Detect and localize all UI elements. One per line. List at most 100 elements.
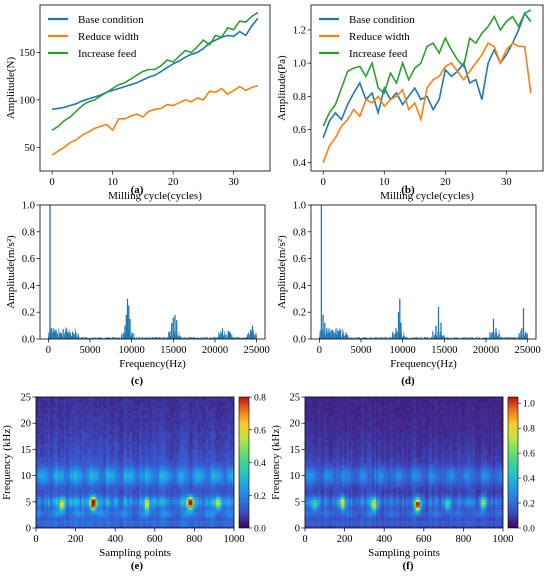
scalogram-cell: [194, 478, 197, 482]
scalogram-cell: [71, 425, 75, 429]
scalogram-cell: [36, 412, 39, 416]
y-axis-label: Amplitude(m/s²): [276, 235, 288, 309]
scalogram-cell: [148, 486, 152, 490]
scalogram-cell: [75, 501, 78, 505]
scalogram-cell: [73, 452, 76, 456]
scalogram-cell: [81, 446, 84, 450]
scalogram-cell: [117, 478, 120, 482]
scalogram-cell: [156, 431, 160, 435]
scalogram-cell: [166, 428, 170, 432]
scalogram-cell: [138, 467, 142, 471]
scalogram-cell: [107, 522, 110, 526]
scalogram-cell: [152, 486, 156, 490]
scalogram-cell: [75, 525, 78, 528]
scalogram-cell: [109, 525, 112, 528]
scalogram-cell: [174, 438, 177, 442]
scalogram-cell: [158, 404, 162, 408]
scalogram-cell: [43, 436, 47, 440]
scalogram-cell: [135, 525, 138, 528]
scalogram-cell: [168, 431, 172, 435]
scalogram-cell: [47, 454, 51, 458]
scalogram-cell: [115, 399, 118, 403]
scalogram-cell: [125, 478, 128, 482]
chart-panel-c: 0 5000 10000 15000 20000 250000.00.20.40.60.8…: [5, 201, 270, 388]
scalogram-cell: [125, 402, 128, 406]
scalogram-cell: [192, 472, 195, 476]
scalogram-cell: [164, 488, 168, 492]
scalogram-cell: [152, 517, 156, 521]
scalogram-cell: [172, 504, 175, 508]
scalogram-cell: [105, 436, 108, 440]
panel-caption: (b): [401, 184, 415, 196]
scalogram-cell: [194, 402, 197, 406]
scalogram-cell: [111, 517, 114, 521]
scalogram-cell: [162, 417, 166, 421]
x-axis-label: Frequency(Hz): [119, 358, 186, 370]
scalogram-cell: [109, 462, 112, 466]
scalogram-cell: [55, 457, 59, 461]
scalogram-cell: [71, 457, 75, 461]
scalogram-cell: [192, 444, 195, 448]
scalogram-cell: [174, 428, 177, 432]
scalogram-cell: [109, 514, 112, 518]
scalogram-cell: [119, 499, 122, 503]
scalogram-cell: [67, 514, 71, 518]
scalogram-cell: [133, 478, 136, 482]
scalogram-cell: [186, 475, 189, 479]
scalogram-cell: [103, 412, 106, 416]
scalogram-cell: [45, 402, 49, 406]
scalogram-cell: [36, 514, 39, 518]
scalogram-cell: [156, 457, 160, 461]
scalogram-cell: [136, 433, 140, 437]
scalogram-cell: [164, 423, 168, 427]
scalogram-cell: [178, 449, 181, 453]
scalogram-cell: [65, 446, 69, 450]
scalogram-cell: [53, 501, 57, 505]
scalogram-cell: [140, 483, 144, 487]
scalogram-cell: [75, 488, 78, 492]
scalogram-cell: [188, 486, 191, 490]
scalogram-cell: [79, 423, 82, 427]
scalogram-cell: [186, 491, 189, 495]
scalogram-cell: [146, 433, 150, 437]
scalogram-cell: [77, 415, 80, 419]
scalogram-cell: [71, 446, 75, 450]
scalogram-cell: [135, 491, 138, 495]
scalogram-cell: [79, 465, 82, 469]
scalogram-cell: [59, 404, 63, 408]
scalogram-cell: [111, 501, 114, 505]
scalogram-cell: [51, 509, 55, 513]
scalogram-cell: [190, 501, 193, 505]
scalogram-cell: [148, 407, 152, 411]
scalogram-cell: [174, 412, 177, 416]
scalogram-cell: [117, 454, 120, 458]
scalogram-cell: [133, 483, 136, 487]
scalogram-cell: [81, 493, 84, 497]
scalogram-cell: [63, 417, 67, 421]
scalogram-cell: [83, 496, 86, 500]
scalogram-cell: [47, 509, 51, 513]
scalogram-cell: [121, 402, 124, 406]
scalogram-cell: [47, 478, 51, 482]
scalogram-cell: [107, 402, 110, 406]
scalogram-cell: [144, 425, 148, 429]
scalogram-cell: [136, 436, 140, 440]
scalogram-cell: [53, 520, 57, 524]
scalogram-cell: [55, 472, 59, 476]
scalogram-cell: [103, 407, 106, 411]
scalogram-cell: [77, 472, 80, 476]
scalogram-cell: [152, 496, 156, 500]
scalogram-cell: [164, 483, 168, 487]
scalogram-cell: [95, 433, 98, 437]
scalogram-cell: [125, 452, 128, 456]
scalogram-cell: [188, 449, 191, 453]
scalogram-cell: [158, 459, 162, 463]
scalogram-cell: [174, 522, 177, 526]
scalogram-cell: [85, 475, 88, 479]
scalogram-cell: [168, 499, 172, 503]
scalogram-cell: [162, 415, 166, 419]
scalogram-cell: [162, 397, 166, 401]
scalogram-cell: [91, 425, 94, 429]
scalogram-cell: [77, 465, 80, 469]
scalogram-cell: [69, 520, 73, 524]
